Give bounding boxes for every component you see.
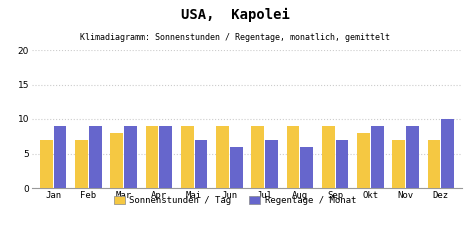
Bar [195,140,207,188]
Bar [392,140,405,188]
Bar [357,133,370,188]
Bar [54,126,66,188]
Bar [287,126,299,188]
Bar [40,140,53,188]
Bar [406,126,419,188]
Bar [251,126,264,188]
Text: USA,  Kapolei: USA, Kapolei [180,7,290,22]
Text: Copyright (C) 2011 sonnenlaender.de: Copyright (C) 2011 sonnenlaender.de [141,222,329,231]
Bar [159,126,172,188]
Bar [428,140,440,188]
Bar [216,126,229,188]
Bar [441,119,454,188]
Bar [89,126,102,188]
Bar [110,133,123,188]
Bar [75,140,88,188]
Legend: Sonnenstunden / Tag, Regentage / Monat: Sonnenstunden / Tag, Regentage / Monat [110,192,360,209]
Bar [300,147,313,188]
Bar [181,126,194,188]
Bar [336,140,348,188]
Bar [124,126,137,188]
Bar [230,147,243,188]
Bar [265,140,278,188]
Bar [322,126,335,188]
Bar [371,126,384,188]
Text: Klimadiagramm: Sonnenstunden / Regentage, monatlich, gemittelt: Klimadiagramm: Sonnenstunden / Regentage… [80,32,390,42]
Bar [146,126,158,188]
